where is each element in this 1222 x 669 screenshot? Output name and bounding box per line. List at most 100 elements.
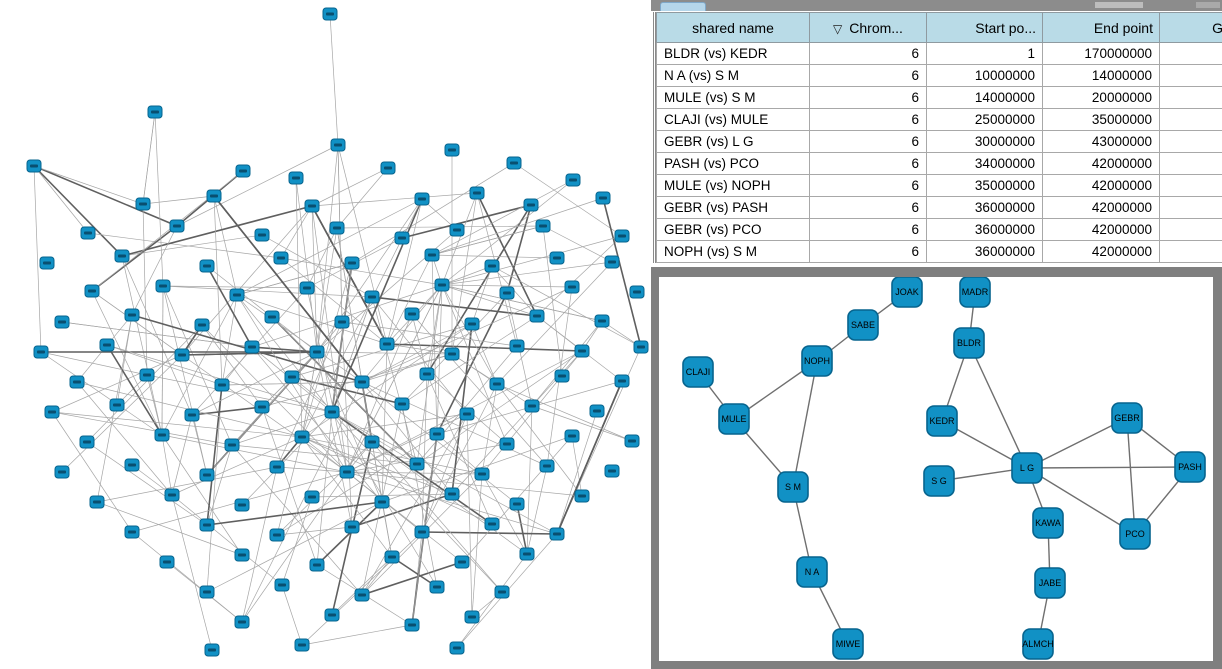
table-cell[interactable]: 30000000 xyxy=(926,130,1043,153)
table-cell[interactable]: BLDR (vs) KEDR xyxy=(656,42,810,65)
network-edge[interactable] xyxy=(241,381,363,623)
table-cell[interactable]: 6 xyxy=(809,196,927,219)
network-edge[interactable] xyxy=(176,144,339,227)
network-edge[interactable] xyxy=(441,235,623,286)
network-edge[interactable] xyxy=(33,165,42,353)
table-cell[interactable]: NOPH (vs) S M xyxy=(656,240,810,263)
network-edge[interactable] xyxy=(361,381,548,467)
network-edge[interactable] xyxy=(436,284,443,435)
network-node[interactable] xyxy=(254,228,270,242)
network-edge[interactable] xyxy=(280,257,443,286)
network-edge[interactable] xyxy=(371,296,538,317)
network-node[interactable] xyxy=(409,457,425,471)
network-edge[interactable] xyxy=(276,436,303,536)
network-node[interactable] xyxy=(199,468,215,482)
network-edge[interactable] xyxy=(301,351,318,438)
network-edge[interactable] xyxy=(346,443,508,473)
network-node[interactable] xyxy=(284,370,300,384)
network-edge[interactable] xyxy=(301,413,468,438)
network-node[interactable] xyxy=(589,404,605,418)
network-edge[interactable] xyxy=(602,197,642,348)
network-edge[interactable] xyxy=(241,411,333,506)
network-node[interactable] xyxy=(69,375,85,389)
network-edge[interactable] xyxy=(86,324,203,443)
network-node[interactable] xyxy=(444,347,460,361)
horizontal-scrollbar-thumb[interactable] xyxy=(1095,2,1143,8)
network-node[interactable] xyxy=(595,191,611,205)
table-cell[interactable]: 170000000 xyxy=(1042,42,1160,65)
network-edge[interactable] xyxy=(381,501,393,558)
table-cell[interactable]: PASH (vs) PCO xyxy=(656,152,810,175)
network-node-pash[interactable]: PASH xyxy=(1174,451,1206,483)
network-edge[interactable] xyxy=(106,344,223,386)
network-edge[interactable] xyxy=(251,346,383,503)
network-edge[interactable] xyxy=(142,195,215,205)
network-node-claji[interactable]: CLAJI xyxy=(682,356,714,388)
network-node[interactable] xyxy=(529,309,545,323)
network-node[interactable] xyxy=(235,164,251,178)
network-edge[interactable] xyxy=(536,315,583,352)
network-edge[interactable] xyxy=(161,285,164,436)
network-node[interactable] xyxy=(539,459,555,473)
network-node[interactable] xyxy=(344,520,360,534)
network-edge[interactable] xyxy=(401,403,438,588)
selected-network-canvas[interactable]: JOAK MADR SABE BLDR NOPH CLAJI KEDR GEBR MULE L G… xyxy=(659,277,1213,661)
network-edge[interactable] xyxy=(1126,417,1136,535)
table-cell[interactable]: 7.5 xyxy=(1159,86,1222,109)
network-node[interactable] xyxy=(199,518,215,532)
network-node[interactable] xyxy=(155,279,171,293)
table-cell[interactable]: 6 xyxy=(809,42,927,65)
network-node[interactable] xyxy=(549,527,565,541)
network-node[interactable] xyxy=(124,458,140,472)
network-node[interactable] xyxy=(269,528,285,542)
network-node[interactable] xyxy=(147,105,163,119)
table-cell[interactable]: 42000000 xyxy=(1042,240,1160,263)
network-edge[interactable] xyxy=(162,285,233,446)
network-node[interactable] xyxy=(199,585,215,599)
network-node-almch[interactable]: ALMCH xyxy=(1022,628,1054,660)
network-edge[interactable] xyxy=(51,411,133,533)
network-node[interactable] xyxy=(194,318,210,332)
network-edge[interactable] xyxy=(361,353,453,383)
network-node[interactable] xyxy=(204,643,220,657)
network-node[interactable] xyxy=(214,378,230,392)
network-edge[interactable] xyxy=(316,351,453,355)
network-node[interactable] xyxy=(574,489,590,503)
network-node[interactable] xyxy=(330,138,346,152)
network-node-noph[interactable]: NOPH xyxy=(801,345,833,377)
network-node[interactable] xyxy=(234,498,250,512)
network-edge[interactable] xyxy=(213,195,363,383)
network-node-madr[interactable]: MADR xyxy=(959,277,991,308)
table-row[interactable]: PASH (vs) PCO6340000004200000011.4 xyxy=(656,152,1222,175)
network-node[interactable] xyxy=(604,255,620,269)
network-node[interactable] xyxy=(89,495,105,509)
network-node-gebr[interactable]: GEBR xyxy=(1111,402,1143,434)
network-edge[interactable] xyxy=(236,198,423,296)
network-edge[interactable] xyxy=(526,465,548,555)
table-row[interactable]: GEBR (vs) L G6300000004300000016.9 xyxy=(656,130,1222,153)
network-edge[interactable] xyxy=(361,561,463,596)
table-cell[interactable]: 36000000 xyxy=(926,196,1043,219)
network-node[interactable] xyxy=(434,278,450,292)
network-edge[interactable] xyxy=(451,353,498,385)
network-edge[interactable] xyxy=(40,351,148,376)
network-node[interactable] xyxy=(449,641,465,655)
network-node[interactable] xyxy=(174,348,190,362)
network-node[interactable] xyxy=(629,285,645,299)
network-edge[interactable] xyxy=(346,413,468,473)
table-row[interactable]: BLDR (vs) KEDR61170000000192.0 xyxy=(656,42,1222,65)
network-edge[interactable] xyxy=(351,493,453,528)
network-node-s-m[interactable]: S M xyxy=(777,471,809,503)
network-node[interactable] xyxy=(414,192,430,206)
table-cell[interactable]: 43000000 xyxy=(1042,130,1160,153)
network-node[interactable] xyxy=(344,256,360,270)
network-edge[interactable] xyxy=(311,205,318,353)
table-row[interactable]: CLAJI (vs) MULE625000000350000005.9 xyxy=(656,108,1222,131)
network-node[interactable] xyxy=(384,550,400,564)
network-node[interactable] xyxy=(633,340,649,354)
network-node[interactable] xyxy=(523,198,539,212)
network-edge[interactable] xyxy=(456,553,528,649)
network-node[interactable] xyxy=(84,284,100,298)
network-edge[interactable] xyxy=(531,405,633,442)
panel-tab[interactable] xyxy=(660,2,706,11)
